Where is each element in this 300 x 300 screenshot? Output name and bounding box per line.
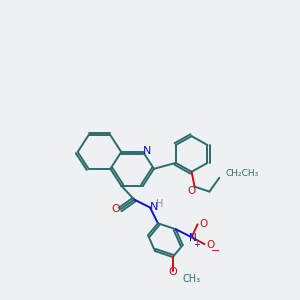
Text: CH₂CH₃: CH₂CH₃: [225, 169, 259, 178]
Text: O: O: [188, 186, 196, 196]
Text: CH₃: CH₃: [183, 274, 201, 284]
Text: O: O: [206, 240, 214, 250]
Text: H: H: [156, 200, 164, 209]
Text: +: +: [193, 240, 200, 249]
Text: O: O: [200, 219, 208, 229]
Text: N: N: [150, 202, 158, 212]
Text: N: N: [189, 233, 196, 243]
Text: −: −: [211, 246, 220, 256]
Text: O: O: [111, 204, 120, 214]
Text: O: O: [168, 267, 177, 277]
Text: N: N: [143, 146, 151, 156]
